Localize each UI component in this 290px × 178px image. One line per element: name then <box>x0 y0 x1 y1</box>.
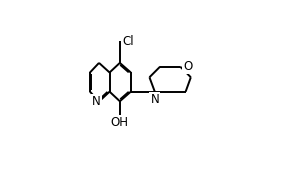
Text: N: N <box>92 95 101 108</box>
Text: OH: OH <box>111 116 129 129</box>
Text: N: N <box>151 93 159 106</box>
Text: Cl: Cl <box>122 35 134 48</box>
Text: O: O <box>183 60 192 73</box>
